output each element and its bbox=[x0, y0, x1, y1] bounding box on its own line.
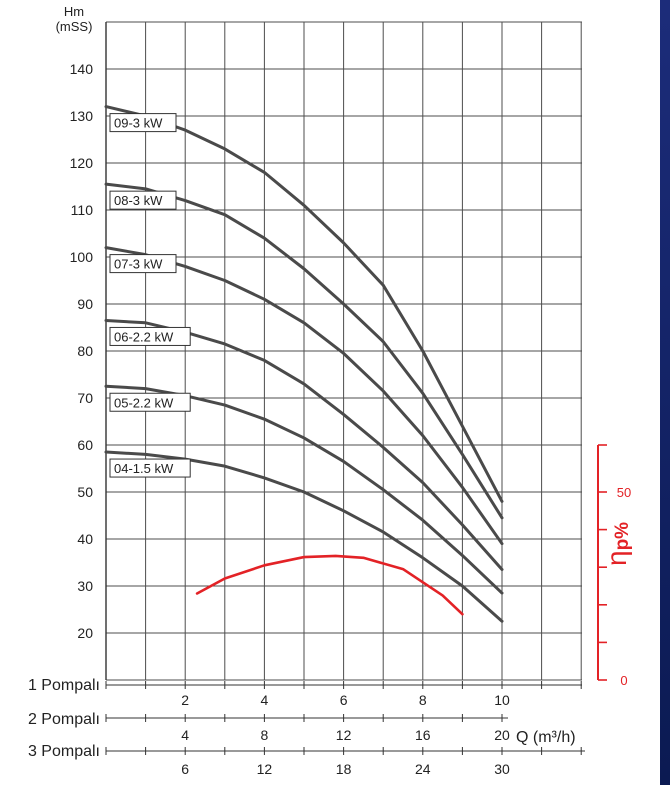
curve-label-box bbox=[109, 458, 191, 478]
x-tick-label: 4 bbox=[181, 727, 189, 743]
y-axis-title-line1: Hm bbox=[64, 4, 84, 19]
x-tick-label: 8 bbox=[261, 727, 269, 743]
y-tick-label: 20 bbox=[77, 625, 93, 641]
x-axis-row-label-3: 3 Pompalı bbox=[28, 743, 100, 760]
y-tick-label: 100 bbox=[70, 249, 94, 265]
curve-line bbox=[104, 450, 504, 623]
y-tick-label: 40 bbox=[77, 531, 93, 547]
efficiency-symbol: η bbox=[601, 550, 632, 566]
x-tick-label: 16 bbox=[415, 727, 431, 743]
curve-label-box bbox=[109, 254, 177, 274]
x-axis-unit-label: Q (m³/h) bbox=[516, 729, 576, 746]
curve-label-box bbox=[109, 392, 191, 412]
curve-label-text: 04-1.5 kW bbox=[114, 461, 174, 476]
y-tick-label: 70 bbox=[77, 390, 93, 406]
efficiency-tick-label: 50 bbox=[617, 485, 631, 500]
grid bbox=[105, 21, 582, 681]
curve-label-box bbox=[109, 326, 191, 346]
efficiency-curve bbox=[195, 554, 464, 616]
x-axis-row-label-2: 2 Pompalı bbox=[28, 711, 100, 728]
y-tick-label: 60 bbox=[77, 437, 93, 453]
x-tick-label: 4 bbox=[261, 692, 269, 708]
efficiency-tick-label: 0 bbox=[620, 673, 627, 688]
curve-label-text: 07-3 kW bbox=[114, 257, 163, 272]
efficiency-axis: ηp% 0 50 bbox=[597, 444, 633, 688]
x-tick-label: 20 bbox=[494, 727, 510, 743]
x-tick-label: 30 bbox=[494, 761, 510, 777]
x-axis-row-label-1: 1 Pompalı bbox=[28, 677, 100, 694]
curve-label-text: 09-3 kW bbox=[114, 116, 163, 131]
y-tick-label: 130 bbox=[70, 108, 94, 124]
x-tick-label: 24 bbox=[415, 761, 431, 777]
x-tick-label: 6 bbox=[181, 761, 189, 777]
x-tick-label: 8 bbox=[419, 692, 427, 708]
y-tick-label: 110 bbox=[71, 202, 94, 218]
y-tick-label: 80 bbox=[77, 343, 93, 359]
curve-label-text: 06-2.2 kW bbox=[114, 329, 174, 344]
y-tick-label: 50 bbox=[77, 484, 93, 500]
y-tick-label: 90 bbox=[77, 296, 93, 312]
efficiency-subscript: p% bbox=[612, 522, 633, 551]
x-tick-label: 12 bbox=[257, 761, 273, 777]
y-tick-label: 30 bbox=[77, 578, 93, 594]
x-tick-label: 12 bbox=[336, 727, 352, 743]
performance-curves: 09-3 kW 08-3 kW 07-3 kW 06-2.2 kW 05-2.2 kW 0… bbox=[104, 105, 504, 623]
y-axis-title-line2: (mSS) bbox=[56, 19, 93, 34]
right-edge-stripe bbox=[660, 0, 670, 785]
curve-label-box bbox=[109, 113, 177, 133]
x-tick-label: 18 bbox=[336, 761, 352, 777]
curve-label-text: 05-2.2 kW bbox=[114, 395, 174, 410]
x-tick-label: 10 bbox=[494, 692, 510, 708]
x-tick-label: 2 bbox=[181, 692, 189, 708]
x-axes: 1 Pompalı 2 Pompalı 3 Pompalı Q (m³/h) 2… bbox=[28, 677, 585, 777]
curve-label-text: 08-3 kW bbox=[114, 193, 163, 208]
curve-label-box bbox=[109, 190, 177, 210]
efficiency-curve-group bbox=[195, 554, 464, 616]
y-tick-label: 140 bbox=[70, 61, 94, 77]
y-tick-label: 120 bbox=[70, 155, 94, 171]
efficiency-axis-title: ηp% bbox=[601, 522, 633, 566]
y-axis: Hm (mSS) 20 30 40 50 60 70 80 90 100 110 120 130 140 bbox=[56, 4, 94, 641]
x-tick-label: 6 bbox=[340, 692, 348, 708]
